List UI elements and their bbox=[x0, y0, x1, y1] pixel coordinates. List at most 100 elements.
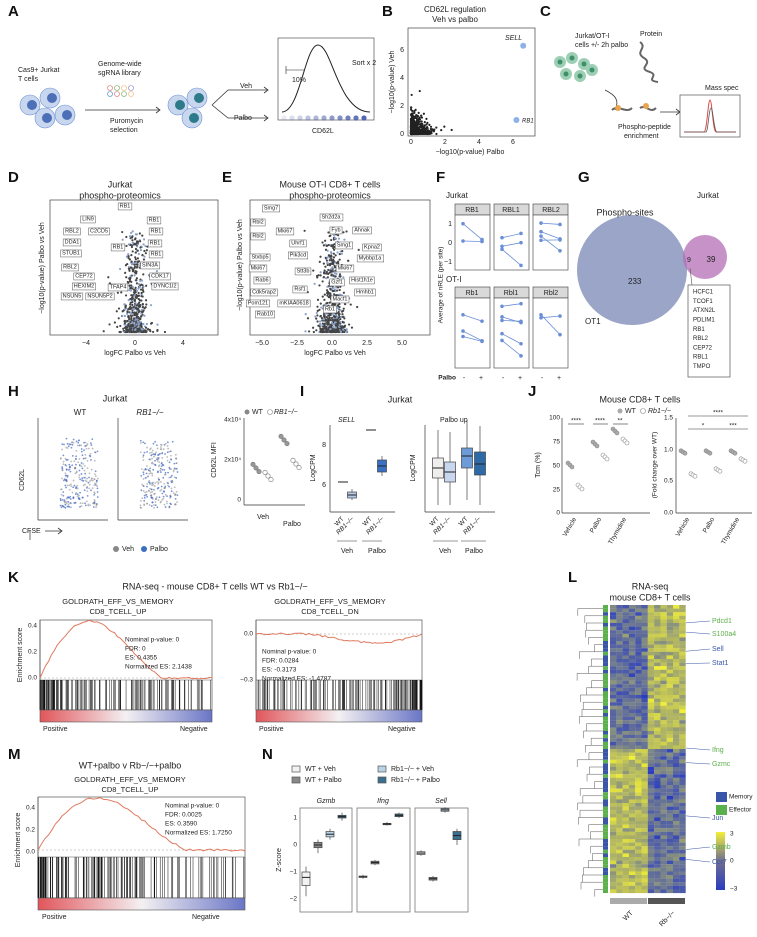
paired-dot bbox=[558, 237, 562, 241]
volcano-dot bbox=[135, 323, 138, 326]
heatmap-cell bbox=[635, 749, 642, 753]
flow-dot bbox=[153, 485, 156, 487]
heatmap-cell bbox=[673, 691, 680, 696]
heatmap-cell bbox=[647, 669, 655, 674]
heatmap-cell bbox=[654, 702, 661, 706]
volcano-dot bbox=[356, 305, 359, 309]
paired-dot bbox=[539, 234, 543, 238]
heatmap-cell bbox=[647, 885, 655, 890]
heatmap-cell bbox=[647, 752, 655, 757]
flow-dot bbox=[62, 460, 65, 463]
volcano-dot bbox=[129, 289, 133, 292]
legend-dot bbox=[640, 408, 646, 414]
heatmap-cell bbox=[666, 684, 674, 688]
heatmap-cell bbox=[635, 828, 642, 832]
heatmap-cell bbox=[679, 853, 686, 858]
heatmap-cell bbox=[679, 626, 686, 631]
legend-dot bbox=[141, 546, 147, 552]
volcano-dot bbox=[144, 329, 147, 332]
heatmap-cell bbox=[610, 824, 617, 829]
label: Ifng bbox=[712, 747, 724, 754]
heatmap-cell bbox=[673, 824, 680, 829]
volcano-dot bbox=[136, 249, 139, 252]
volcano-dot bbox=[152, 330, 155, 334]
heatmap-cell bbox=[647, 677, 655, 681]
heatmap-cell bbox=[616, 666, 623, 670]
volcano-dot bbox=[143, 307, 146, 310]
heatmap-cell bbox=[666, 759, 674, 764]
heatmap-cell bbox=[610, 727, 617, 732]
heatmap-cell bbox=[660, 691, 667, 696]
label: 5.0 bbox=[397, 340, 407, 347]
volcano-dot bbox=[142, 330, 146, 333]
flow-dot bbox=[164, 485, 167, 488]
group-strip bbox=[603, 680, 608, 685]
volcano-dot bbox=[138, 232, 141, 235]
flow-dot bbox=[160, 485, 163, 488]
heatmap-cell bbox=[666, 731, 674, 735]
flow-dot bbox=[151, 497, 154, 500]
heatmap-cell bbox=[647, 849, 655, 854]
gene-label: Uhrf1 bbox=[291, 240, 304, 246]
heatmap-cell bbox=[616, 864, 623, 868]
label: selection bbox=[110, 127, 138, 134]
label: RNA-seq bbox=[632, 581, 669, 591]
gene-label: RB1 bbox=[149, 217, 160, 223]
heatmap-cell bbox=[635, 824, 642, 829]
heatmap-cell bbox=[610, 680, 617, 685]
flow-dot bbox=[147, 475, 149, 478]
group-strip bbox=[603, 698, 608, 703]
heatmap-cell bbox=[616, 846, 623, 850]
paired-dot bbox=[461, 221, 465, 226]
label: Nominal p-value: 0 bbox=[165, 803, 220, 810]
heatmap-cell bbox=[654, 698, 661, 703]
heatmap-cell bbox=[635, 716, 642, 721]
heatmap-cell bbox=[628, 641, 636, 645]
flow-dot bbox=[66, 458, 69, 461]
heatmap-cell bbox=[660, 799, 667, 804]
heatmap-cell bbox=[622, 774, 629, 778]
volcano-dot bbox=[128, 277, 131, 280]
volcano-dot bbox=[134, 330, 137, 333]
heatmap-cell bbox=[622, 785, 629, 789]
label: 2.5 bbox=[362, 340, 372, 347]
label: Normalized ES: 1.7250 bbox=[165, 830, 232, 837]
volcano-dot bbox=[127, 243, 130, 246]
volcano-dot bbox=[140, 291, 143, 295]
heatmap-cell bbox=[673, 745, 680, 750]
heatmap-cell bbox=[647, 695, 655, 699]
label: 0.5 bbox=[664, 478, 673, 485]
legend-dot bbox=[244, 409, 250, 415]
heatmap-cell bbox=[628, 759, 636, 764]
heatmap-cell bbox=[679, 651, 686, 656]
heatmap-cell bbox=[641, 849, 648, 854]
peptide bbox=[611, 106, 657, 111]
scatter-dot bbox=[417, 111, 420, 114]
heatmap-cell bbox=[673, 846, 680, 850]
nucleus bbox=[577, 73, 583, 79]
flow-dot bbox=[150, 505, 153, 507]
flow-dot bbox=[91, 438, 94, 441]
heatmap-cell bbox=[641, 785, 648, 789]
heatmap-cell bbox=[673, 633, 680, 638]
heatmap-cell bbox=[666, 849, 674, 854]
heatmap-cell bbox=[660, 763, 667, 768]
heatmap-cell bbox=[647, 633, 655, 638]
heatmap-cell bbox=[647, 705, 655, 710]
volcano-dot bbox=[329, 255, 332, 258]
flow-dot bbox=[97, 477, 99, 480]
volcano-dot bbox=[129, 303, 132, 306]
legend-key bbox=[291, 776, 301, 784]
flow-dot bbox=[90, 489, 92, 492]
flow-dot bbox=[162, 448, 165, 451]
heatmap-cell bbox=[673, 709, 680, 714]
heatmap-cell bbox=[654, 792, 661, 796]
label: 1 bbox=[448, 221, 452, 228]
heatmap-cell bbox=[666, 698, 674, 703]
mfi-dot bbox=[262, 469, 268, 475]
flow-dot bbox=[71, 491, 74, 494]
heatmap-cell bbox=[622, 716, 629, 721]
heatmap-cell bbox=[635, 608, 642, 613]
volcano-dot bbox=[316, 314, 319, 317]
volcano-dot bbox=[331, 325, 335, 328]
